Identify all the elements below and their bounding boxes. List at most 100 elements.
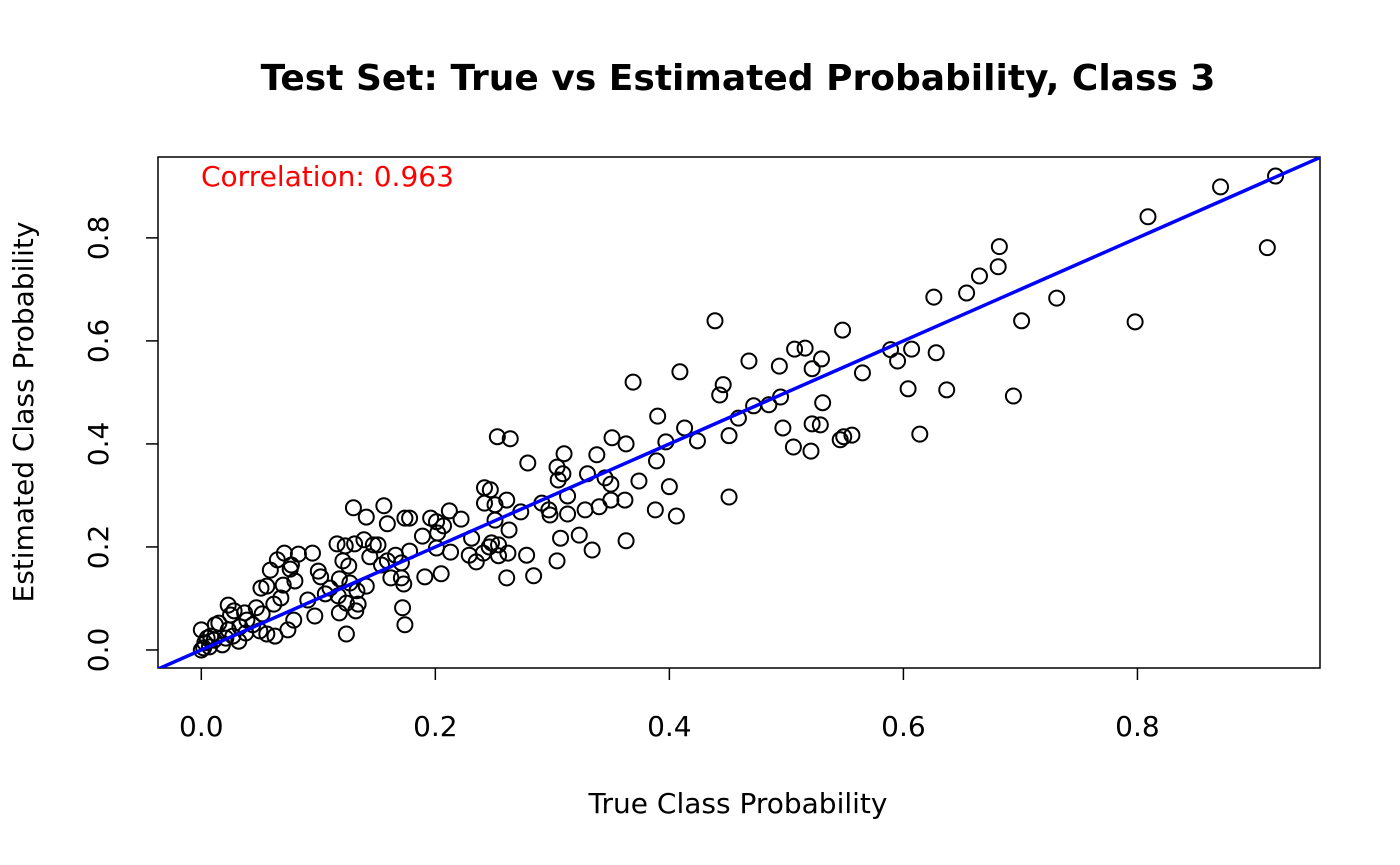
point [499, 544, 517, 562]
point [337, 625, 355, 643]
point [266, 627, 284, 645]
point [265, 595, 283, 613]
point [1013, 312, 1031, 330]
point [853, 364, 871, 382]
point [467, 553, 485, 571]
point [1139, 208, 1157, 226]
y-axis-title: Estimated Class Probability [7, 222, 40, 603]
point [588, 446, 606, 464]
point [346, 535, 364, 553]
point [835, 428, 853, 446]
point [541, 506, 559, 524]
point [630, 472, 648, 490]
point [720, 488, 738, 506]
point [617, 532, 635, 550]
point [1004, 387, 1022, 405]
point [475, 494, 493, 512]
point [671, 363, 689, 381]
point [1126, 313, 1144, 331]
point [989, 258, 1007, 276]
point [802, 442, 820, 460]
point [1267, 167, 1285, 185]
point [480, 538, 498, 556]
point [745, 397, 763, 415]
point [330, 570, 348, 588]
point [501, 430, 519, 448]
point [274, 576, 292, 594]
point [518, 546, 536, 564]
point [803, 415, 821, 433]
point [1048, 289, 1066, 307]
point [375, 497, 393, 515]
reference-line [158, 157, 1320, 668]
point [803, 360, 821, 378]
chart-title: Test Set: True vs Estimated Probability,… [261, 58, 1216, 99]
point [442, 543, 460, 561]
point [786, 340, 804, 358]
point [519, 454, 537, 472]
point [344, 499, 362, 517]
point [217, 629, 235, 647]
point [500, 521, 518, 539]
point [303, 544, 321, 562]
plot-area [158, 157, 1320, 668]
x-tick-label: 0.6 [881, 710, 926, 743]
point [330, 604, 348, 622]
point [1212, 178, 1230, 196]
point [770, 357, 788, 375]
x-tick-label: 0.4 [647, 710, 692, 743]
point [814, 394, 832, 412]
point [312, 568, 330, 586]
point [583, 541, 601, 559]
point [784, 438, 802, 456]
y-tick-label: 0.8 [82, 216, 115, 261]
point [364, 536, 382, 554]
point [396, 509, 414, 527]
x-tick-label: 0.2 [413, 710, 458, 743]
point [224, 627, 242, 645]
y-tick-label: 0.2 [82, 525, 115, 570]
point [525, 567, 543, 585]
point [617, 435, 635, 453]
point [834, 321, 852, 339]
point [831, 431, 849, 449]
annotation: Correlation: 0.963 [201, 160, 454, 193]
point [488, 428, 506, 446]
point [649, 407, 667, 425]
point [357, 508, 375, 526]
point [648, 452, 666, 470]
point [570, 526, 588, 544]
point [970, 267, 988, 285]
point [740, 352, 758, 370]
point [252, 579, 270, 597]
point [660, 478, 678, 496]
point [843, 426, 861, 444]
point [602, 475, 620, 493]
point [990, 238, 1008, 256]
point [603, 429, 621, 447]
point [624, 373, 642, 391]
y-tick-label: 0.4 [82, 422, 115, 467]
point [432, 565, 450, 583]
point [281, 560, 299, 578]
point [225, 602, 243, 620]
point [286, 572, 304, 590]
point [206, 616, 224, 634]
point [395, 575, 413, 593]
point [261, 561, 279, 579]
point [413, 527, 431, 545]
point [811, 416, 829, 434]
point [222, 606, 240, 624]
point [559, 505, 577, 523]
point [576, 501, 594, 519]
point [774, 419, 792, 437]
point [340, 557, 358, 575]
point [1258, 239, 1276, 257]
point [903, 340, 921, 358]
point [416, 568, 434, 586]
point [347, 602, 365, 620]
x-tick-label: 0.0 [179, 710, 224, 743]
y-tick-label: 0.0 [82, 628, 115, 673]
